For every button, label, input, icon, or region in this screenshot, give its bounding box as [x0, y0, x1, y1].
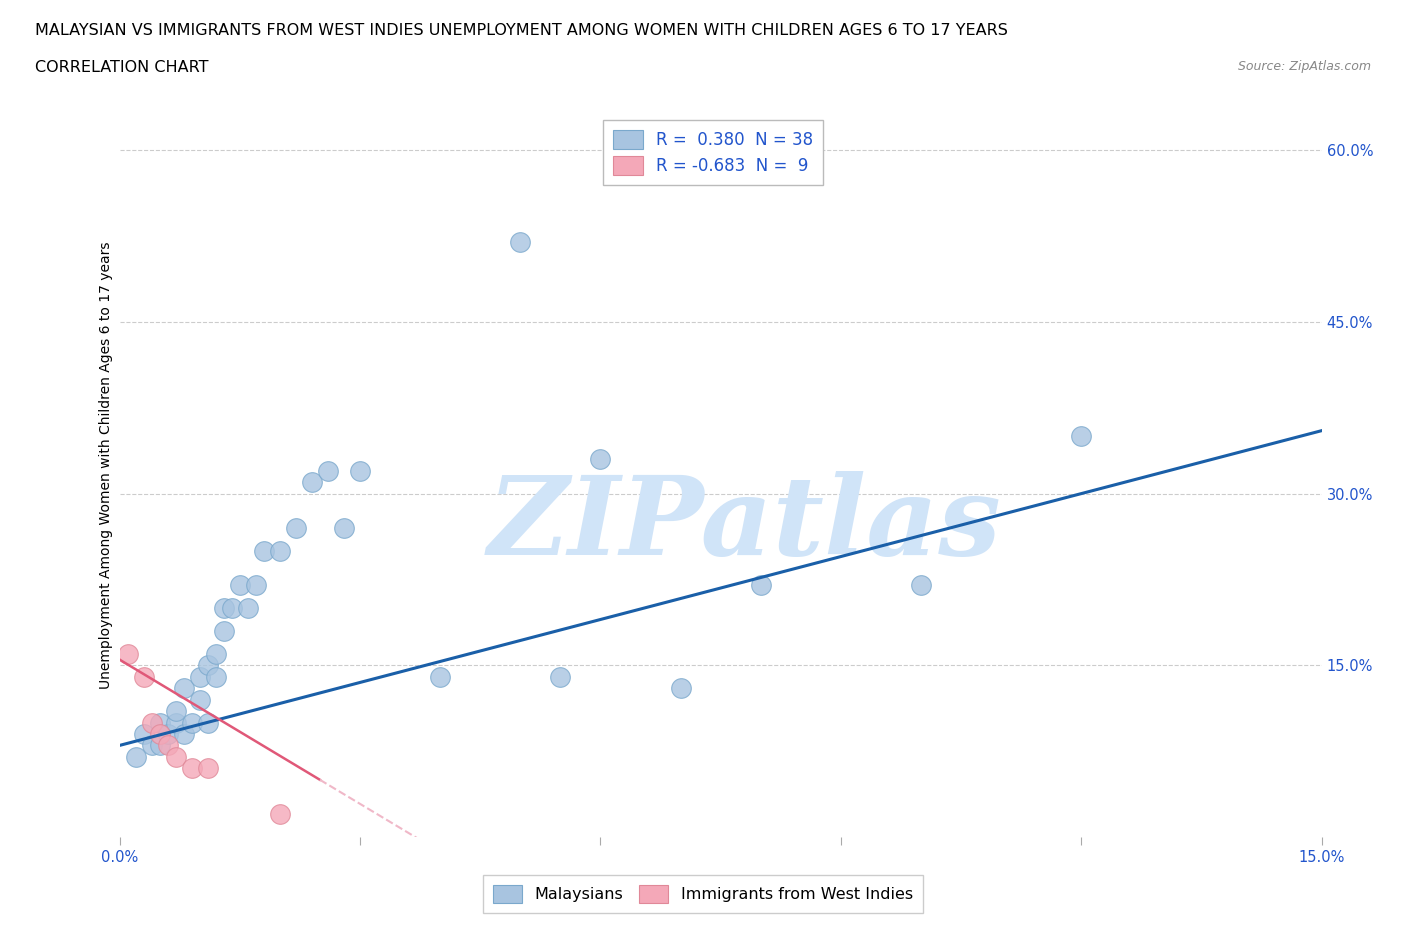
Text: ZIPatlas: ZIPatlas	[488, 471, 1001, 578]
Text: MALAYSIAN VS IMMIGRANTS FROM WEST INDIES UNEMPLOYMENT AMONG WOMEN WITH CHILDREN : MALAYSIAN VS IMMIGRANTS FROM WEST INDIES…	[35, 23, 1008, 38]
Point	[165, 704, 187, 719]
Point	[117, 646, 139, 661]
Point	[197, 715, 219, 730]
Point	[156, 738, 179, 753]
Point	[197, 761, 219, 776]
Point	[156, 726, 179, 741]
Point	[550, 670, 572, 684]
Point	[301, 474, 323, 489]
Point	[253, 543, 276, 558]
Legend: R =  0.380  N = 38, R = -0.683  N =  9: R = 0.380 N = 38, R = -0.683 N = 9	[603, 120, 823, 185]
Point	[221, 601, 243, 616]
Point	[204, 670, 226, 684]
Point	[188, 670, 211, 684]
Text: CORRELATION CHART: CORRELATION CHART	[35, 60, 208, 75]
Point	[180, 715, 202, 730]
Point	[212, 623, 235, 638]
Point	[141, 738, 163, 753]
Point	[197, 658, 219, 672]
Point	[180, 761, 202, 776]
Legend: Malaysians, Immigrants from West Indies: Malaysians, Immigrants from West Indies	[484, 875, 922, 912]
Point	[132, 670, 155, 684]
Point	[749, 578, 772, 592]
Point	[669, 681, 692, 696]
Point	[149, 726, 172, 741]
Point	[269, 543, 291, 558]
Point	[173, 681, 195, 696]
Point	[173, 726, 195, 741]
Point	[509, 234, 531, 249]
Point	[124, 750, 146, 764]
Point	[149, 738, 172, 753]
Point	[132, 726, 155, 741]
Point	[349, 463, 371, 478]
Point	[149, 715, 172, 730]
Point	[141, 715, 163, 730]
Point	[212, 601, 235, 616]
Point	[589, 452, 612, 467]
Point	[316, 463, 339, 478]
Point	[236, 601, 259, 616]
Point	[204, 646, 226, 661]
Point	[333, 521, 356, 536]
Point	[188, 692, 211, 707]
Point	[284, 521, 307, 536]
Point	[269, 806, 291, 821]
Point	[429, 670, 451, 684]
Point	[245, 578, 267, 592]
Point	[165, 715, 187, 730]
Point	[228, 578, 252, 592]
Y-axis label: Unemployment Among Women with Children Ages 6 to 17 years: Unemployment Among Women with Children A…	[98, 241, 112, 689]
Point	[910, 578, 932, 592]
Text: Source: ZipAtlas.com: Source: ZipAtlas.com	[1237, 60, 1371, 73]
Point	[165, 750, 187, 764]
Point	[1070, 429, 1092, 444]
